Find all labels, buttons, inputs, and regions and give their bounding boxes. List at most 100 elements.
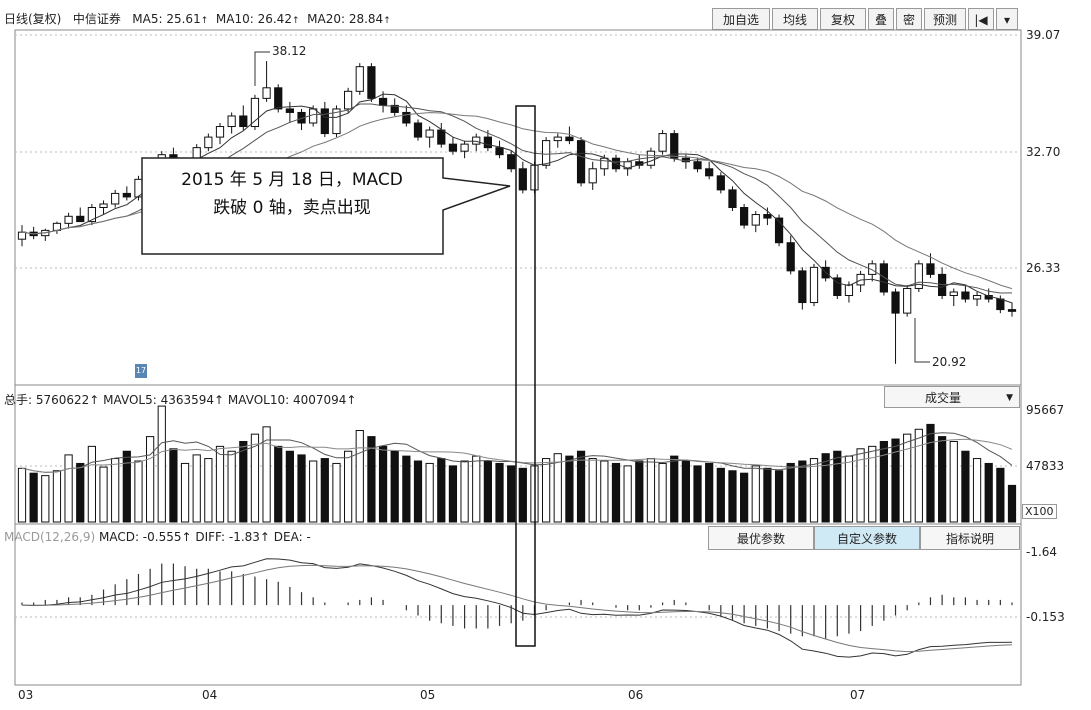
candle-body (99, 203, 108, 209)
volume-bar (891, 438, 900, 523)
candle-body (868, 263, 877, 275)
volume-bar (309, 460, 318, 523)
volume-bar (262, 426, 271, 523)
volume-bar (611, 462, 621, 523)
high-marker-line (254, 51, 270, 86)
forecast-button[interactable]: 预测 (924, 8, 966, 30)
volume-bar (681, 460, 690, 523)
candle-body (472, 136, 481, 145)
volume-bar (29, 472, 38, 523)
candle-body (693, 161, 702, 170)
event-marker[interactable] (135, 364, 147, 378)
indicator-help-button[interactable]: 指标说明 (920, 526, 1020, 550)
macd-info: MACD(12,26,9) MACD: -0.555↑ DIFF: -1.83↑… (4, 530, 311, 544)
candle-body (402, 111, 411, 124)
volume-bar (646, 458, 656, 523)
candle-body (658, 133, 667, 152)
custom-params-button[interactable]: 自定义参数 (814, 526, 920, 550)
volume-bar (344, 450, 353, 523)
volume-axis-label: 95667 (1026, 403, 1065, 417)
candle-body (728, 189, 737, 209)
high-price-label: 38.12 (272, 44, 307, 58)
dea-line (21, 564, 1013, 653)
candle-body (751, 214, 760, 226)
volume-bar (134, 460, 143, 523)
x-axis-label: 04 (202, 688, 218, 702)
volume-bar (868, 445, 877, 523)
volume-bar (1007, 484, 1017, 523)
x-axis-label: 03 (18, 688, 34, 702)
volume-unit-badge: X100 (1022, 504, 1057, 519)
add-watchlist-button[interactable]: 加自选 (712, 8, 770, 30)
volume-bar (588, 458, 597, 523)
overlay-button[interactable]: 叠 (868, 8, 894, 30)
macd-params: MACD(12,26,9) (4, 530, 96, 544)
candle-body (390, 104, 399, 113)
volume-info: 总手: 5760622↑ MAVOL5: 4363594↑ MAVOL10: 4… (4, 393, 357, 407)
candle-body (518, 168, 527, 191)
highlight-rectangle (515, 105, 536, 647)
volume-bar (41, 475, 50, 523)
volume-bar (856, 448, 865, 523)
volume-bar (949, 440, 958, 523)
ma5-arrow: ↑ (200, 16, 209, 26)
candle-body (833, 277, 842, 297)
volume-bar (542, 458, 551, 523)
volume-bar (227, 450, 236, 523)
x-axis-label: 06 (628, 688, 644, 702)
macd-axis-label: -1.64 (1026, 545, 1058, 559)
volume-bar (355, 430, 364, 523)
candle-body (483, 136, 492, 149)
volume-bar (157, 405, 166, 523)
candle-body (903, 287, 912, 314)
candle-body (64, 215, 73, 224)
price-axis-label: 32.70 (1026, 145, 1061, 159)
volume-bar (425, 462, 434, 523)
candle-body (996, 298, 1005, 311)
callout-line-1: 2015 年 5 月 18 日，MACD (181, 170, 403, 190)
volume-bar (972, 458, 982, 523)
volume-bar (705, 462, 714, 523)
volume-bar (670, 455, 679, 523)
volume-bar (961, 450, 970, 523)
volume-bar (786, 462, 795, 523)
candle-body (553, 136, 562, 142)
volume-bar (274, 445, 283, 523)
indicator-dropdown[interactable]: 成交量 ▼ (884, 386, 1020, 408)
ma20-arrow: ↑ (383, 16, 391, 26)
event-marker-text: 17 (135, 366, 147, 375)
volume-bar (215, 445, 225, 523)
volume-bar (996, 467, 1005, 523)
volume-bar (87, 445, 96, 523)
candle-body (507, 154, 516, 170)
volume-bar (623, 465, 632, 523)
mavol10-line (21, 438, 1013, 473)
volume-bar (984, 462, 993, 523)
candle-body (367, 66, 376, 99)
volume-bar (635, 460, 644, 523)
candle-body (122, 192, 131, 198)
candle-body (600, 157, 609, 170)
chart-frame (14, 29, 1022, 686)
candle-body (355, 66, 364, 92)
macd-axis-label: -0.153 (1026, 610, 1065, 624)
optimal-params-button[interactable]: 最优参数 (708, 526, 814, 550)
jump-start-icon[interactable]: |◀ (968, 8, 994, 30)
volume-bar (576, 450, 586, 523)
volume-bar (250, 433, 260, 523)
candle-body (204, 136, 213, 149)
candle-body (798, 270, 807, 304)
candle-body (378, 97, 388, 106)
macd-histogram-group (21, 563, 1013, 639)
candle-body (914, 263, 923, 289)
macd-values: MACD: -0.555↑ DIFF: -1.83↑ DEA: - (98, 530, 311, 544)
volume-bar (798, 460, 807, 523)
price-axis-label: 39.07 (1026, 28, 1061, 42)
candle-body (774, 217, 784, 244)
volume-bar (146, 436, 155, 523)
candle-body (274, 87, 283, 110)
ma20-readout: MA20: 28.84 (307, 12, 384, 26)
volume-bars-group (17, 405, 1017, 523)
candle-body (448, 143, 458, 152)
volume-bar (402, 455, 411, 523)
